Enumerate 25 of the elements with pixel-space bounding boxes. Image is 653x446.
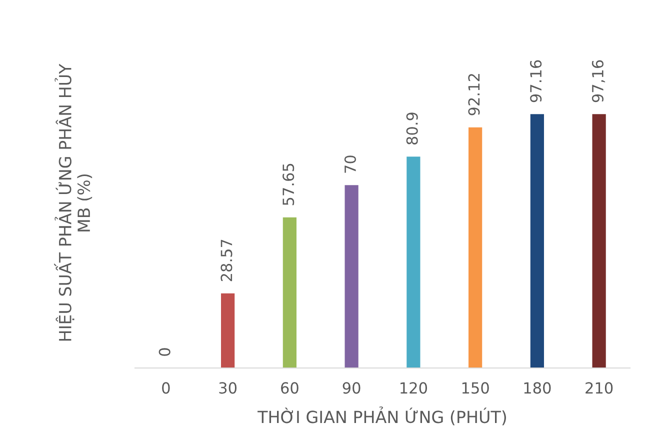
x-tick-label: 30 <box>219 382 237 394</box>
x-tick-label: 0 <box>162 382 170 394</box>
bar <box>344 185 358 368</box>
bar <box>221 293 235 368</box>
x-tick-label: 150 <box>462 382 489 394</box>
bar <box>592 114 606 368</box>
x-axis-title: THỜI GIAN PHẢN ỨNG (PHÚT) <box>258 406 506 426</box>
bar <box>530 114 544 368</box>
data-label: 97.16 <box>530 60 542 102</box>
x-tick-label: 120 <box>400 382 428 394</box>
data-label: 0 <box>158 348 170 356</box>
x-tick-label: 90 <box>342 382 360 394</box>
data-label: 92.12 <box>468 74 480 116</box>
bar <box>468 127 482 368</box>
data-label: 57.65 <box>282 164 294 206</box>
bar <box>406 156 420 368</box>
y-axis-title: HIỆU SUẤT PHẢN ỨNG PHÂN HỦY MB (%) <box>54 64 92 341</box>
data-label: 28.57 <box>220 240 232 282</box>
data-label: 80.9 <box>406 112 418 144</box>
x-tick-label: 210 <box>586 382 613 394</box>
data-label: 97,16 <box>592 60 606 102</box>
x-tick-label: 180 <box>524 382 551 394</box>
data-label: 70 <box>344 156 356 173</box>
bar <box>282 217 296 368</box>
x-tick-label: 60 <box>281 382 298 394</box>
